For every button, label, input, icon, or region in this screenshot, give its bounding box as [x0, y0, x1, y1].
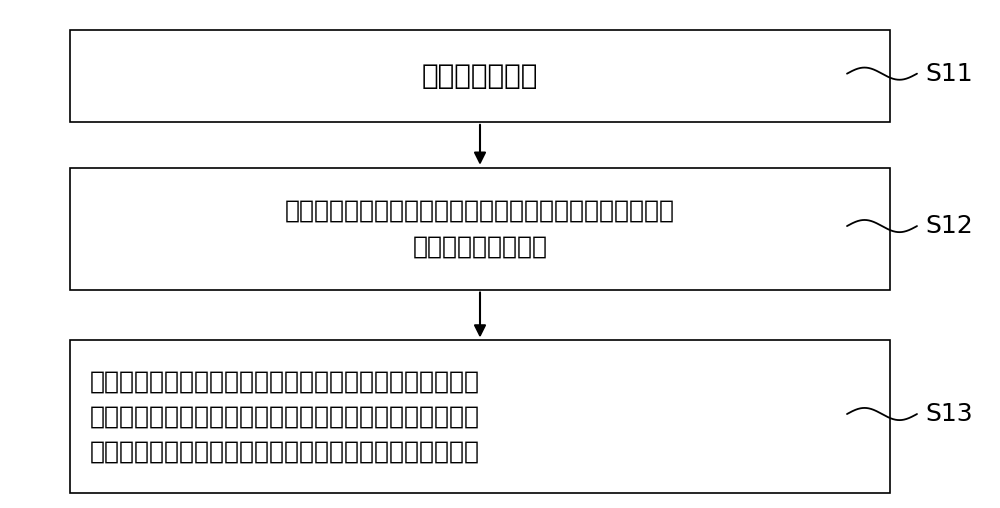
Text: 获取待检测数据: 获取待检测数据 — [422, 62, 538, 90]
Text: 根据预设特征提取工具对待检测数据进行特征提取，得到待
检测数据的指纹信息: 根据预设特征提取工具对待检测数据进行特征提取，得到待 检测数据的指纹信息 — [285, 199, 675, 258]
Bar — [70, 340, 890, 493]
Text: S12: S12 — [925, 214, 973, 238]
Bar — [70, 168, 890, 290]
Text: S11: S11 — [925, 61, 973, 86]
Text: S13: S13 — [925, 402, 973, 426]
Text: 根据待检测数据的指纹信息与预设算法选择模型中的指纹信
息进行特征匹配，根据与待检测数据的指纹信息最相似的指
纹信息对应的异常检测算法确定待检测数据的异常检测算法: 根据待检测数据的指纹信息与预设算法选择模型中的指纹信 息进行特征匹配，根据与待检… — [90, 369, 480, 464]
Bar — [70, 30, 890, 122]
